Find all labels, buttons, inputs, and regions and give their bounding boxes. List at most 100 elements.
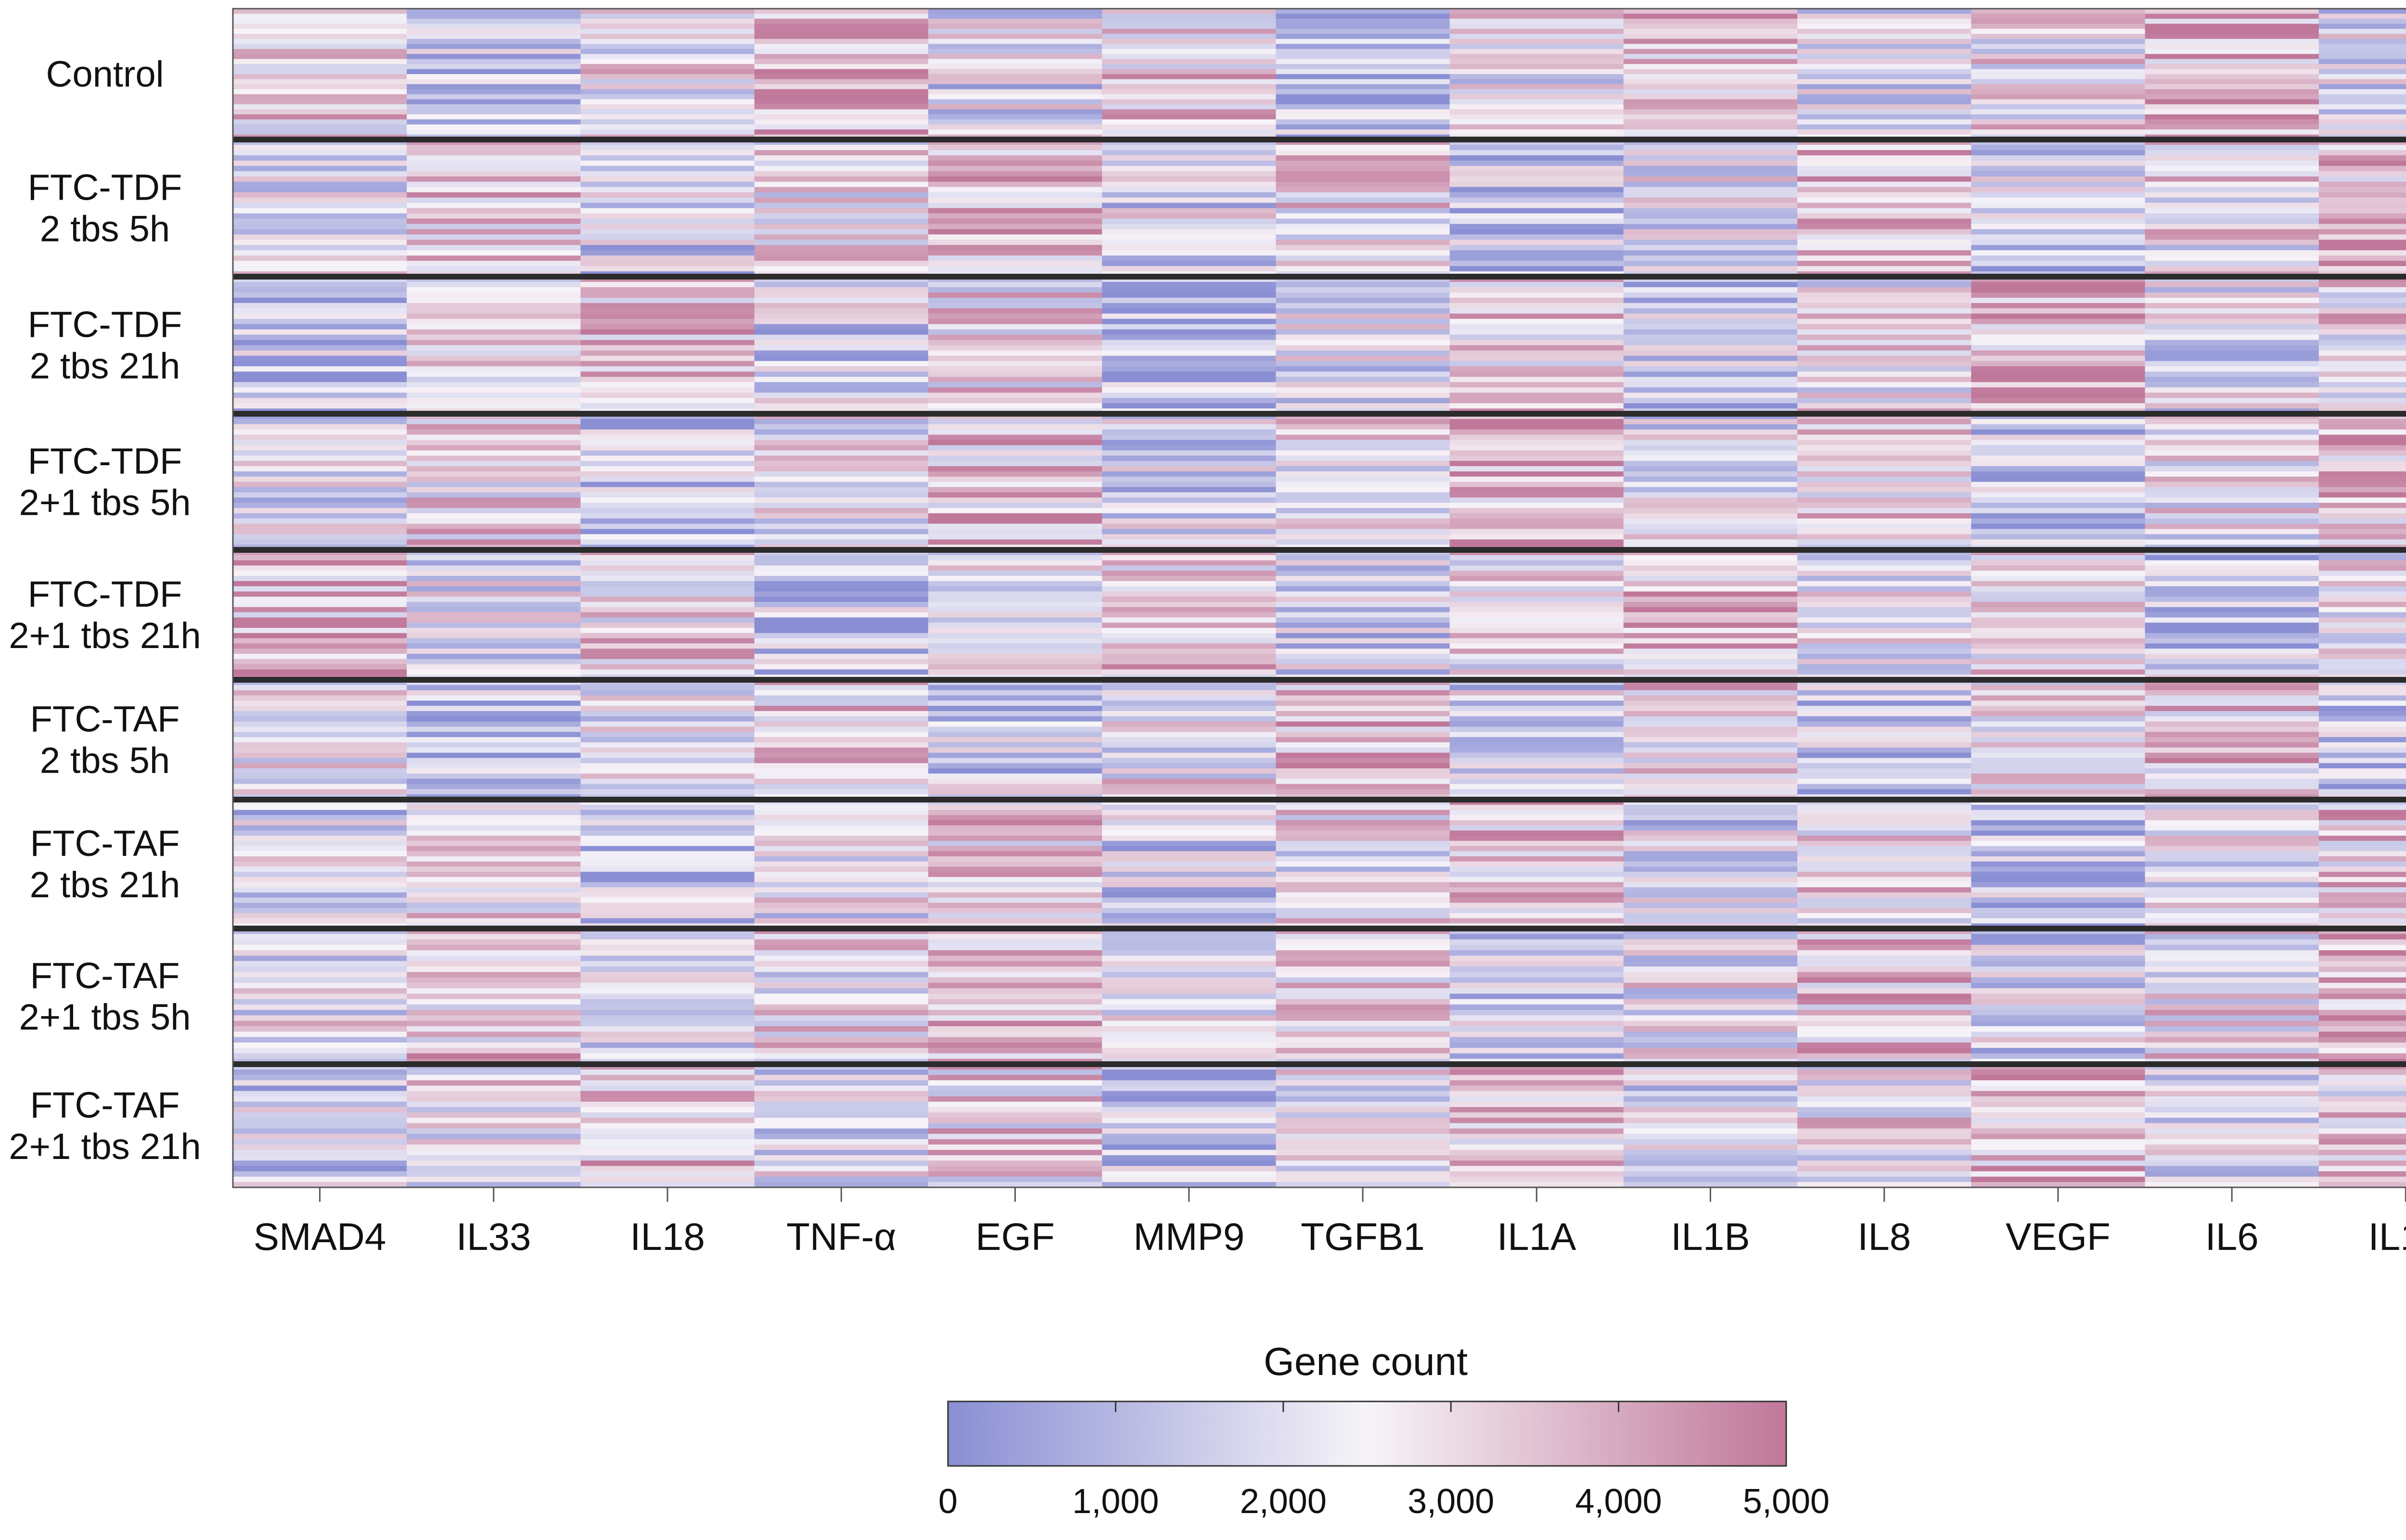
heatmap-cell xyxy=(1102,94,1276,100)
heatmap-cell xyxy=(754,555,929,561)
heatmap-cell xyxy=(1797,716,1971,722)
heatmap-cell xyxy=(1971,197,2146,204)
group-separator xyxy=(233,411,2406,417)
heatmap-cell xyxy=(754,961,929,967)
heatmap-cell xyxy=(407,955,581,962)
heatmap-cell xyxy=(2145,993,2319,1000)
heatmap-cell xyxy=(233,456,407,461)
heatmap-cell xyxy=(928,59,1102,64)
heatmap-cell xyxy=(580,197,755,204)
heatmap-cell xyxy=(1797,38,1971,44)
heatmap-cell xyxy=(2145,261,2319,267)
heatmap-cell xyxy=(1971,1085,2146,1092)
heatmap-cell xyxy=(928,387,1102,393)
heatmap-cell xyxy=(1449,939,1624,945)
heatmap-cell xyxy=(1449,513,1624,519)
heatmap-cell xyxy=(928,628,1102,634)
heatmap-cell xyxy=(1102,706,1276,712)
heatmap-cell xyxy=(1623,1133,1798,1140)
heatmap-cell xyxy=(1623,250,1798,256)
heatmap-cell xyxy=(233,825,407,831)
heatmap-cell xyxy=(1797,892,1971,898)
heatmap-cell xyxy=(1797,171,1971,177)
heatmap-cell xyxy=(1797,1128,1971,1134)
heatmap-cell xyxy=(580,908,755,914)
heatmap-cell xyxy=(580,313,755,319)
heatmap-cell xyxy=(754,758,929,764)
heatmap-cell xyxy=(1276,1053,1450,1059)
heatmap-cell xyxy=(2145,28,2319,34)
heatmap-cell xyxy=(1971,1144,2146,1150)
heatmap-cell xyxy=(407,830,581,836)
heatmap-cell xyxy=(1449,565,1624,571)
heatmap-cell xyxy=(1971,144,2146,151)
heatmap-cell xyxy=(754,361,929,367)
heatmap-cell xyxy=(1449,690,1624,696)
heatmap-cell xyxy=(1623,1080,1798,1086)
heatmap-cell xyxy=(233,144,407,151)
heatmap-cell xyxy=(754,934,929,940)
heatmap-cell xyxy=(1102,866,1276,872)
heatmap-cell xyxy=(233,434,407,441)
heatmap-cell xyxy=(1449,1037,1624,1043)
heatmap-cell xyxy=(407,9,581,14)
heatmap-cell xyxy=(754,711,929,717)
heatmap-cell xyxy=(1449,487,1624,493)
heatmap-cell xyxy=(407,576,581,582)
heatmap-cell xyxy=(754,856,929,862)
heatmap-cell xyxy=(1797,255,1971,261)
heatmap-cell xyxy=(1623,109,1798,115)
heatmap-cell xyxy=(1797,993,1971,1000)
heatmap-cell xyxy=(580,851,755,857)
heatmap-cell xyxy=(1623,872,1798,878)
heatmap-cell xyxy=(928,471,1102,477)
heatmap-cell xyxy=(580,218,755,224)
heatmap-cell xyxy=(1971,768,2146,774)
heatmap-cell xyxy=(1623,560,1798,566)
heatmap-cell xyxy=(580,1091,755,1097)
heatmap-cell xyxy=(928,742,1102,748)
heatmap-cell xyxy=(1971,820,2146,826)
heatmap-cell xyxy=(233,581,407,587)
heatmap-cell xyxy=(1623,281,1798,288)
heatmap-cell xyxy=(754,664,929,670)
heatmap-cell xyxy=(2318,165,2406,172)
heatmap-cell xyxy=(1797,69,1971,75)
heatmap-cell xyxy=(754,350,929,356)
heatmap-cell xyxy=(754,1166,929,1172)
heatmap-cell xyxy=(2318,329,2406,335)
heatmap-cell xyxy=(928,1112,1102,1118)
heatmap-cell xyxy=(1449,1155,1624,1161)
heatmap-cell xyxy=(580,261,755,267)
heatmap-cell xyxy=(1971,972,2146,978)
heatmap-cell xyxy=(2318,529,2406,535)
heatmap-cell xyxy=(928,356,1102,361)
heatmap-cell xyxy=(580,966,755,972)
heatmap-cell xyxy=(1276,1107,1450,1113)
heatmap-cell xyxy=(580,560,755,566)
heatmap-cell xyxy=(233,466,407,472)
heatmap-cell xyxy=(2318,150,2406,156)
heatmap-cell xyxy=(233,1085,407,1092)
heatmap-cell xyxy=(2145,742,2319,748)
heatmap-cell xyxy=(1971,266,2146,272)
heatmap-cell xyxy=(2318,456,2406,461)
heatmap-cell xyxy=(1449,732,1624,738)
heatmap-cell xyxy=(407,513,581,519)
heatmap-cell xyxy=(2145,476,2319,483)
heatmap-cell xyxy=(1623,79,1798,85)
heatmap-cell xyxy=(1449,518,1624,524)
group-separator xyxy=(233,547,2406,553)
heatmap-cell xyxy=(407,119,581,125)
heatmap-cell xyxy=(233,287,407,293)
heatmap-cell xyxy=(1797,602,1971,608)
heatmap-cell xyxy=(2145,638,2319,644)
heatmap-cell xyxy=(1102,508,1276,514)
heatmap-cell xyxy=(2145,1048,2319,1054)
heatmap-cell xyxy=(1102,13,1276,19)
heatmap-cell xyxy=(580,778,755,785)
heatmap-cell xyxy=(1797,64,1971,70)
heatmap-cell xyxy=(2318,28,2406,34)
heatmap-cell xyxy=(407,778,581,785)
heatmap-cell xyxy=(1449,617,1624,623)
